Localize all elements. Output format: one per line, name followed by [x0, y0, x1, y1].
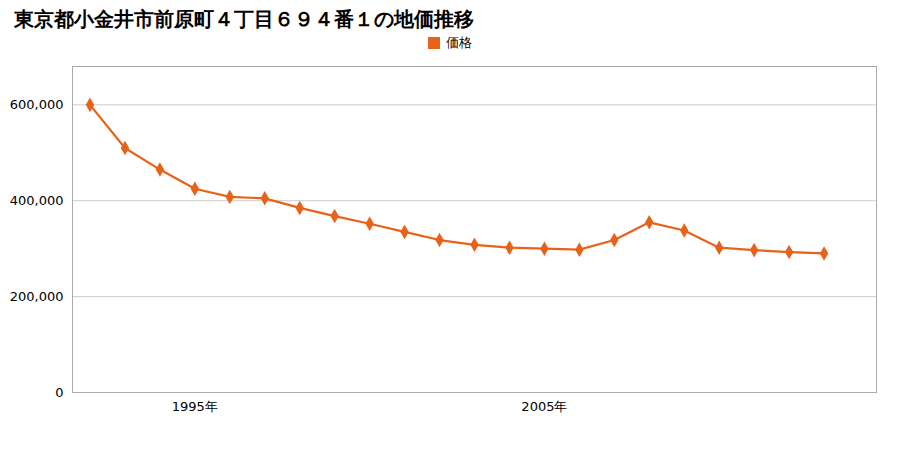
svg-text:200,000: 200,000: [10, 289, 64, 304]
svg-text:600,000: 600,000: [10, 97, 64, 112]
svg-text:0: 0: [55, 385, 63, 400]
html-text:価格: 価格: [446, 35, 472, 50]
html-text:東京都小金井市前原町４丁目６９４番１の地価推移: 東京都小金井市前原町４丁目６９４番１の地価推移: [14, 7, 474, 31]
svg-text:2005年: 2005年: [521, 399, 567, 414]
svg-text:1995年: 1995年: [172, 399, 218, 414]
svg-text:400,000: 400,000: [10, 193, 64, 208]
